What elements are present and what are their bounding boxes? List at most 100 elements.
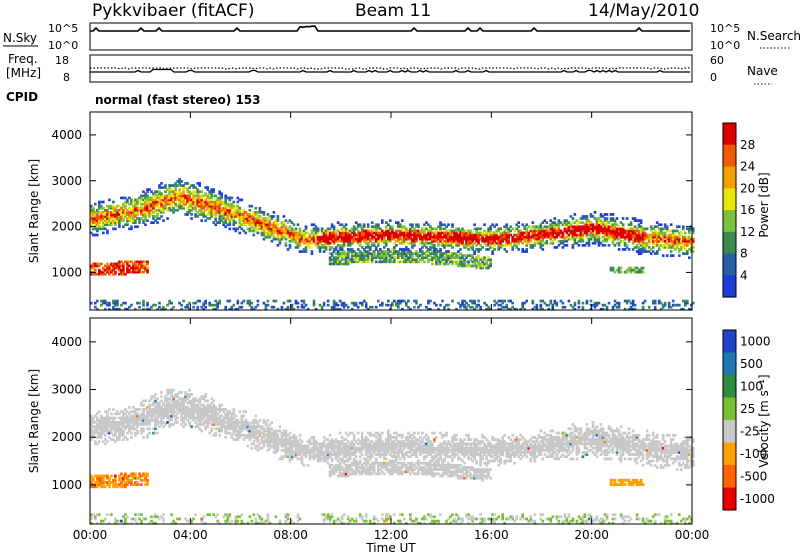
power-cell: [362, 225, 366, 229]
power-cell: [346, 244, 350, 247]
power-cell: [184, 182, 187, 185]
power-cell: [497, 307, 501, 311]
power-cell: [328, 262, 332, 266]
power-cell: [154, 211, 157, 214]
velocity-cell: [142, 421, 145, 424]
velocity-cell: [220, 403, 224, 407]
power-cell: [387, 299, 390, 303]
power-cell: [531, 221, 535, 224]
power-cell: [118, 213, 121, 216]
power-cell: [146, 301, 149, 305]
power-cell: [138, 208, 141, 212]
power-cell: [352, 235, 356, 239]
velocity-cell: [102, 427, 105, 431]
power-cell: [196, 182, 200, 185]
power-cell: [168, 299, 171, 303]
power-cell: [593, 211, 597, 214]
power-cell: [635, 270, 639, 274]
velocity-cell: [158, 421, 161, 424]
power-cell: [200, 305, 204, 309]
power-cell: [104, 268, 107, 272]
power-cell: [98, 221, 101, 224]
velocity-cell: [190, 399, 193, 403]
power-cell: [194, 206, 197, 210]
velocity-cell: [210, 408, 214, 411]
colorbar-segment: [723, 231, 736, 255]
power-cell: [541, 221, 545, 224]
power-cell: [300, 237, 304, 241]
velocity-cell: [214, 431, 218, 435]
power-cell: [379, 233, 382, 237]
power-cell: [465, 231, 468, 235]
power-cell: [364, 229, 368, 233]
power-cell: [268, 229, 272, 233]
power-cell: [619, 227, 623, 231]
power-cell: [164, 186, 167, 189]
power-cell: [619, 235, 623, 239]
power-cell: [180, 206, 183, 210]
power-cell: [667, 239, 671, 243]
power-cell: [284, 241, 288, 245]
power-cell: [479, 237, 482, 241]
power-cell: [370, 260, 374, 264]
velocity-cell: [122, 474, 125, 478]
power-cell: [635, 227, 639, 231]
power-cell: [316, 231, 320, 235]
power-cell: [368, 246, 372, 249]
power-cell: [274, 225, 278, 229]
power-cell: [533, 233, 537, 237]
power-cell: [684, 235, 687, 239]
power-cell: [653, 299, 657, 303]
power-cell: [485, 260, 488, 264]
power-cell: [200, 219, 204, 222]
power-cell: [555, 303, 559, 307]
power-cell: [162, 305, 165, 309]
power-cell: [158, 217, 161, 220]
power-cell: [617, 231, 621, 235]
velocity-cell: [200, 410, 204, 414]
velocity-cell: [130, 483, 133, 486]
velocity-cell: [220, 408, 224, 411]
power-cell: [90, 206, 93, 210]
velocity-cell: [224, 436, 228, 439]
power-cell: [368, 231, 372, 235]
power-cell: [184, 213, 187, 216]
power-cell: [342, 237, 346, 241]
power-cell: [545, 233, 549, 237]
velocity-cell: [100, 414, 103, 418]
velocity-cell: [176, 395, 179, 399]
power-cell: [465, 244, 468, 247]
power-cell: [228, 211, 232, 214]
power-cell: [443, 231, 446, 235]
power-cell: [507, 229, 511, 233]
velocity-cell: [268, 427, 272, 431]
velocity-cell: [144, 416, 147, 420]
power-cell: [678, 237, 681, 241]
power-cell: [136, 206, 139, 210]
power-cell: [128, 305, 131, 309]
power-cell: [451, 254, 454, 257]
power-cell: [214, 217, 218, 220]
velocity-cell: [94, 425, 97, 429]
power-cell: [641, 244, 645, 247]
power-cell: [142, 266, 145, 270]
velocity-cell: [170, 423, 173, 426]
power-cell: [334, 258, 338, 262]
power-cell: [252, 221, 256, 224]
power-cell: [599, 227, 603, 231]
power-cell: [248, 303, 252, 307]
power-cell: [377, 231, 380, 235]
power-cell: [208, 213, 212, 216]
power-cell: [144, 266, 147, 270]
velocity-cell: [150, 416, 153, 420]
power-cell: [631, 235, 635, 239]
velocity-cell: [126, 410, 129, 414]
power-cell: [128, 215, 131, 218]
velocity-cell: [140, 403, 143, 407]
power-cell: [385, 241, 388, 245]
power-cell: [286, 307, 290, 311]
power-cell: [533, 235, 537, 239]
power-cell: [188, 301, 191, 305]
nave-tick-top: 60: [710, 54, 724, 67]
power-cell: [589, 225, 593, 229]
